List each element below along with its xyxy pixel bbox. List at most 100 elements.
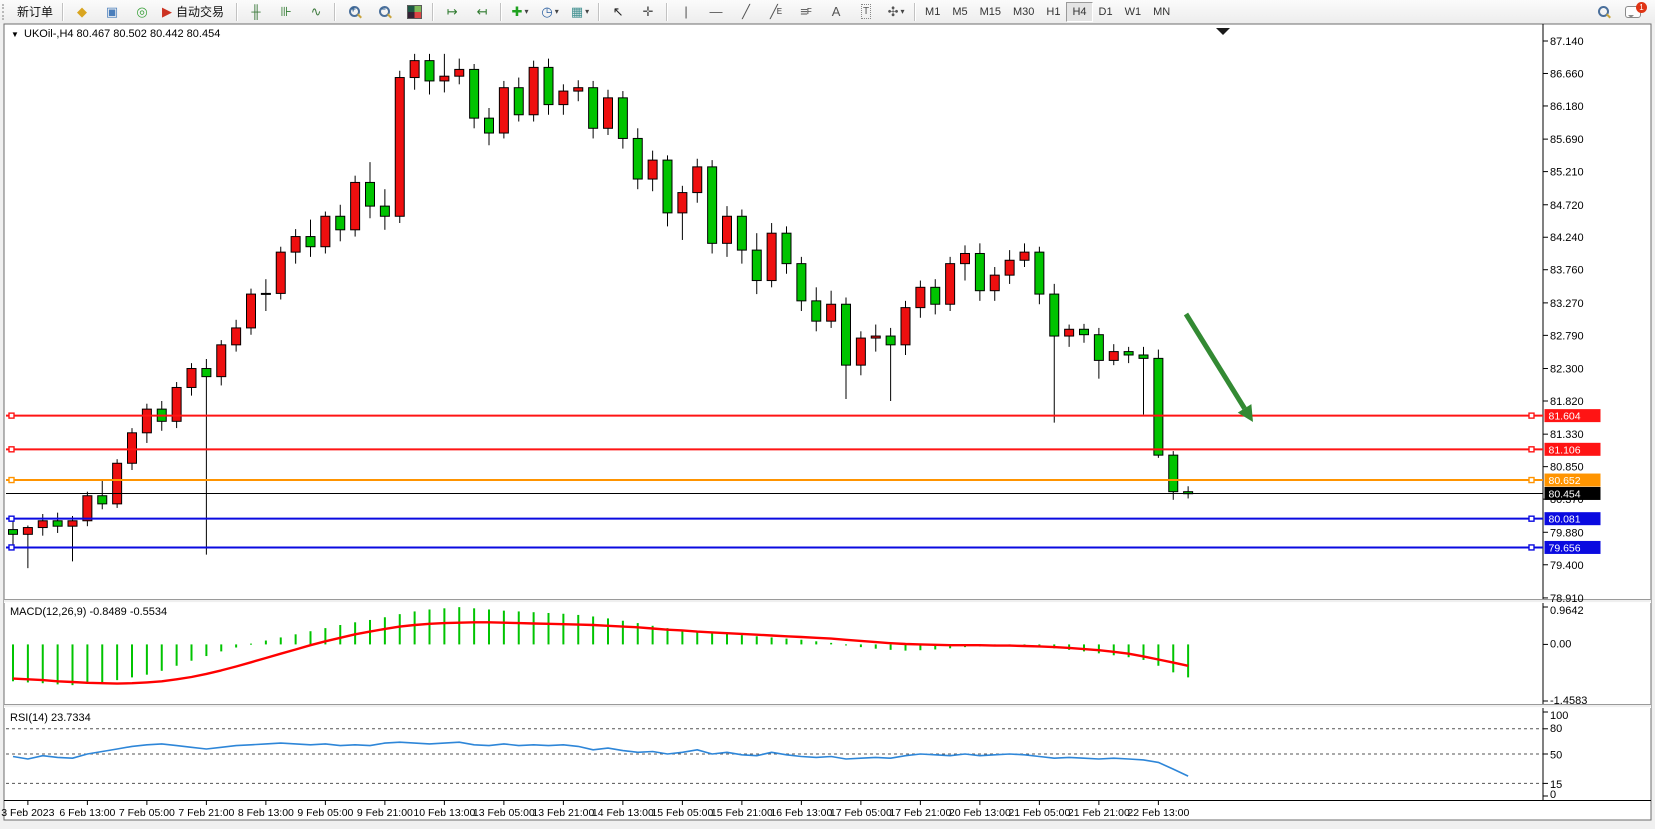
arrows-tool-button[interactable]: ✣ ▾ bbox=[882, 1, 910, 23]
timeframe-m30[interactable]: M30 bbox=[1013, 5, 1035, 18]
macd-hist-bar bbox=[235, 644, 238, 648]
time-axis[interactable]: 3 Feb 2023 6 Feb 13:00 7 Feb 05:00 7 Feb 21… bbox=[1, 800, 1189, 819]
trend-arrow-shaft[interactable] bbox=[1183, 312, 1247, 410]
macd-hist-bar bbox=[889, 644, 892, 650]
symbol-expand-icon[interactable]: ▼ bbox=[11, 30, 19, 39]
time-tick-label: 13 Feb 05:00 bbox=[473, 807, 535, 819]
timeframe-m1[interactable]: M1 bbox=[925, 5, 941, 18]
horizontal-level-lines[interactable] bbox=[6, 412, 1543, 551]
chat-button[interactable]: 1 bbox=[1619, 1, 1647, 23]
rsi-axis-label: 100 bbox=[1550, 710, 1568, 722]
macd-hist-bar bbox=[1187, 644, 1190, 678]
shift-marker-icon[interactable] bbox=[1216, 28, 1230, 35]
candle-up bbox=[677, 192, 688, 214]
candle-down bbox=[97, 495, 108, 505]
macd-hist-bar bbox=[934, 644, 937, 650]
price-tick-label: 81.820 bbox=[1550, 396, 1584, 408]
candle-up bbox=[960, 252, 970, 265]
svg-text:79.656: 79.656 bbox=[1549, 542, 1581, 554]
chart-window[interactable]: 87.140 86.660 86.180 85.690 85.210 84.720 84.2… bbox=[0, 23, 1655, 826]
candle-down bbox=[617, 97, 628, 139]
timeframe-w1[interactable]: W1 bbox=[1124, 5, 1142, 18]
candle-down bbox=[469, 68, 480, 119]
toolbar-separator bbox=[914, 2, 917, 21]
text-label-icon[interactable]: T bbox=[860, 4, 872, 19]
zoom-in-icon[interactable]: + bbox=[340, 1, 368, 23]
time-tick-label: 21 Feb 05:00 bbox=[1008, 807, 1070, 819]
macd-hist-bar bbox=[101, 644, 104, 683]
new-order-button[interactable]: 新订单 bbox=[17, 5, 54, 19]
crosshair-icon[interactable]: ✛ bbox=[642, 4, 654, 19]
line-chart-icon[interactable]: ∿ bbox=[310, 4, 322, 19]
cursor-icon[interactable]: ↖ bbox=[612, 4, 624, 19]
macd-hist-bar bbox=[250, 643, 252, 645]
text-tool-icon[interactable]: A bbox=[831, 4, 841, 19]
auto-scroll-icon[interactable]: ↦ bbox=[446, 4, 458, 19]
candle-down bbox=[335, 215, 346, 231]
candle-up bbox=[216, 344, 227, 378]
macd-hist-bar bbox=[428, 609, 431, 645]
timeframe-d1[interactable]: D1 bbox=[1098, 5, 1113, 18]
candle-up bbox=[231, 327, 242, 346]
candle-down bbox=[305, 236, 316, 248]
vertical-line-icon[interactable]: | bbox=[684, 4, 688, 19]
price-tick-label: 84.720 bbox=[1550, 200, 1584, 212]
time-tick-label: 6 Feb 13:00 bbox=[59, 807, 115, 819]
macd-hist-bar bbox=[800, 639, 803, 645]
tile-windows-icon[interactable] bbox=[400, 1, 428, 23]
candle-up bbox=[1004, 259, 1015, 276]
templates-button[interactable]: ▦ ▾ bbox=[566, 1, 594, 23]
rsi-axis-label: 15 bbox=[1550, 779, 1562, 791]
data-window-icon[interactable]: ▣ bbox=[105, 4, 119, 19]
candle-down bbox=[1138, 354, 1149, 359]
horizontal-line-icon[interactable]: — bbox=[709, 4, 723, 19]
macd-hist-bar bbox=[131, 644, 133, 678]
svg-text:80.081: 80.081 bbox=[1549, 514, 1581, 526]
navigator-icon[interactable]: ◎ bbox=[136, 4, 148, 19]
toolbar-separator bbox=[500, 2, 503, 21]
toolbar-separator bbox=[334, 2, 337, 21]
price-tick-label: 78.910 bbox=[1550, 593, 1584, 605]
macd-hist-bar bbox=[205, 644, 208, 657]
candle-down bbox=[974, 252, 985, 292]
trendline-icon[interactable]: ╱ bbox=[742, 4, 750, 19]
fibonacci-icon[interactable]: ≡ F bbox=[800, 4, 812, 19]
chart-client-area[interactable] bbox=[3, 23, 1652, 821]
candle-up bbox=[112, 462, 123, 505]
candle-up bbox=[692, 166, 703, 194]
price-tick-label: 84.240 bbox=[1550, 232, 1584, 244]
trend-arrow-head[interactable] bbox=[1237, 404, 1253, 422]
chart-shift-icon[interactable]: ↤ bbox=[476, 4, 488, 19]
autotrading-button[interactable]: ▶ 自动交易 bbox=[158, 1, 232, 23]
timeframe-h4[interactable]: H4 bbox=[1066, 1, 1093, 22]
periods-button[interactable]: ◷ ▾ bbox=[536, 1, 564, 23]
timeframe-h1[interactable]: H1 bbox=[1046, 5, 1061, 18]
macd-hist-bar bbox=[1142, 644, 1145, 660]
candle-down bbox=[52, 520, 63, 527]
timeframe-m5[interactable]: M5 bbox=[952, 5, 968, 18]
candlestick-chart-icon[interactable]: ⊪ bbox=[280, 4, 292, 19]
candle-up bbox=[290, 236, 301, 253]
equidistant-channel-icon[interactable]: ╱ E bbox=[769, 4, 783, 19]
price-axis[interactable]: 87.140 86.660 86.180 85.690 85.210 84.720 84.2… bbox=[1543, 36, 1584, 605]
macd-hist-bar bbox=[696, 631, 699, 645]
market-watch-icon[interactable]: ◆ bbox=[77, 4, 88, 19]
chevron-down-icon: ▾ bbox=[585, 7, 590, 16]
timeframe-mn[interactable]: MN bbox=[1153, 5, 1171, 18]
line-handle bbox=[1528, 412, 1535, 419]
macd-hist-bar bbox=[859, 644, 862, 648]
candle-up bbox=[394, 77, 405, 217]
add-indicator-button[interactable]: ✚ ▾ bbox=[506, 1, 534, 23]
search-icon[interactable] bbox=[1589, 1, 1617, 23]
symbol-header: UKOil-,H4 80.467 80.502 80.442 80.454 bbox=[24, 28, 220, 40]
price-tick-label: 82.790 bbox=[1550, 330, 1584, 342]
line-handle bbox=[1528, 476, 1535, 484]
zoom-out-icon[interactable]: − bbox=[370, 1, 398, 23]
time-tick-label: 22 Feb 13:00 bbox=[1127, 807, 1189, 819]
bar-chart-icon[interactable]: ╫ bbox=[251, 4, 261, 19]
timeframe-m15[interactable]: M15 bbox=[979, 5, 1001, 18]
macd-hist-bar bbox=[621, 620, 624, 645]
chart-canvas[interactable]: 87.140 86.660 86.180 85.690 85.210 84.720 84.2… bbox=[0, 23, 1655, 826]
macd-hist-bar bbox=[592, 616, 595, 645]
macd-hist-bar bbox=[666, 628, 669, 645]
